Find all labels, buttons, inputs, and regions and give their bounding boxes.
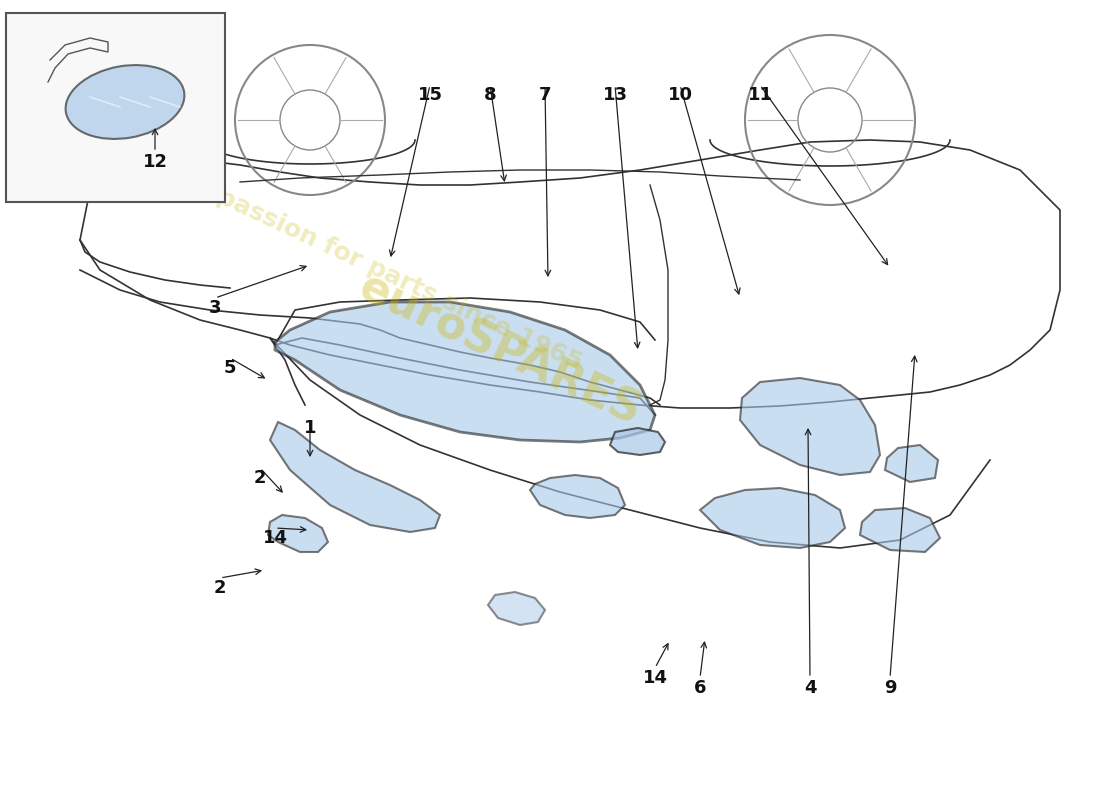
Polygon shape	[270, 422, 440, 532]
Polygon shape	[488, 592, 544, 625]
Text: 12: 12	[143, 153, 167, 171]
Ellipse shape	[66, 65, 185, 139]
Text: 10: 10	[668, 86, 693, 104]
Text: 14: 14	[263, 529, 287, 547]
Text: 2: 2	[254, 469, 266, 487]
Text: 12: 12	[118, 186, 143, 204]
Text: 15: 15	[418, 86, 442, 104]
Text: passion for parts since 1965: passion for parts since 1965	[213, 185, 586, 375]
Polygon shape	[860, 508, 940, 552]
Polygon shape	[610, 428, 665, 455]
Text: 6: 6	[694, 679, 706, 697]
Text: 8: 8	[484, 86, 496, 104]
Polygon shape	[275, 302, 654, 442]
Text: 5: 5	[223, 359, 236, 377]
Polygon shape	[886, 445, 938, 482]
Text: 14: 14	[642, 669, 668, 687]
Polygon shape	[740, 378, 880, 475]
Text: euroSPARES: euroSPARES	[352, 266, 648, 434]
Text: 3: 3	[209, 299, 221, 317]
Polygon shape	[700, 488, 845, 548]
FancyBboxPatch shape	[6, 13, 225, 202]
Text: 1: 1	[304, 419, 317, 437]
Text: 4: 4	[804, 679, 816, 697]
Text: 9: 9	[883, 679, 896, 697]
Text: 11: 11	[748, 86, 772, 104]
Text: 2: 2	[213, 579, 227, 597]
Text: 13: 13	[603, 86, 627, 104]
Text: 7: 7	[539, 86, 551, 104]
Polygon shape	[268, 515, 328, 552]
Polygon shape	[530, 475, 625, 518]
